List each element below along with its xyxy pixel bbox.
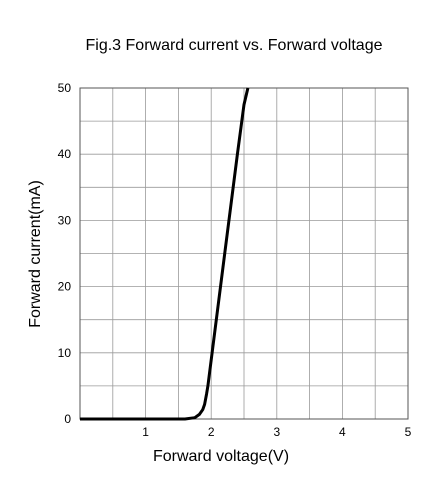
plot-frame bbox=[79, 87, 409, 420]
grid bbox=[80, 88, 408, 419]
y-tick-label: 20 bbox=[58, 280, 72, 294]
x-tick-label: 1 bbox=[142, 425, 149, 439]
y-tick-label: 30 bbox=[58, 213, 72, 227]
y-tick-label: 40 bbox=[58, 147, 72, 161]
x-tick-label: 4 bbox=[339, 425, 346, 439]
x-axis-label: Forward voltage(V) bbox=[153, 448, 289, 465]
axes bbox=[79, 87, 409, 420]
y-tick-label: 0 bbox=[64, 412, 71, 426]
series-layer bbox=[80, 87, 250, 421]
x-tick-label: 5 bbox=[405, 425, 412, 439]
y-tick-label: 10 bbox=[58, 346, 72, 360]
series-line bbox=[80, 87, 250, 421]
x-tick-label: 2 bbox=[208, 425, 215, 439]
y-axis-label: Forward current(mA) bbox=[27, 180, 44, 328]
y-tick-label: 50 bbox=[58, 81, 72, 95]
x-tick-label: 3 bbox=[273, 425, 280, 439]
chart-title: Fig.3 Forward current vs. Forward voltag… bbox=[86, 37, 383, 54]
